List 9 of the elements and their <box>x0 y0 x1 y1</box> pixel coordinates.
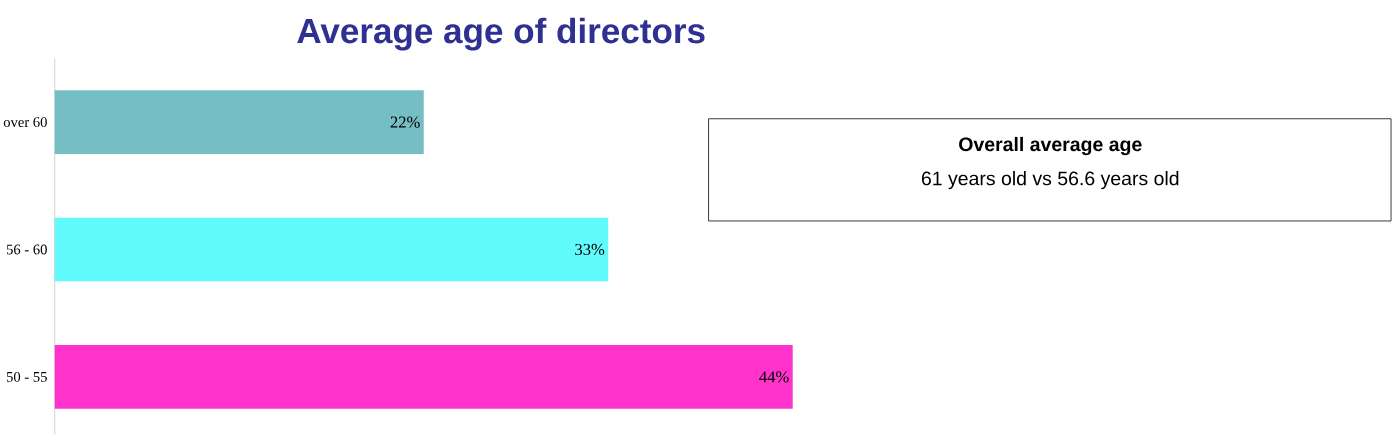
y-tick-label: 50 - 55 <box>6 371 47 382</box>
y-tick-label: over 60 <box>3 117 47 128</box>
text: 61 years old vs 56.6 years old <box>921 171 1179 190</box>
chart-title: Average age of directors <box>297 17 705 51</box>
y-tick-label: 56 - 60 <box>6 244 47 255</box>
data-label: 33% <box>575 243 605 256</box>
data-label: 22% <box>390 116 420 128</box>
text: Overall average age <box>959 136 1142 156</box>
data-label: 44% <box>759 371 789 383</box>
